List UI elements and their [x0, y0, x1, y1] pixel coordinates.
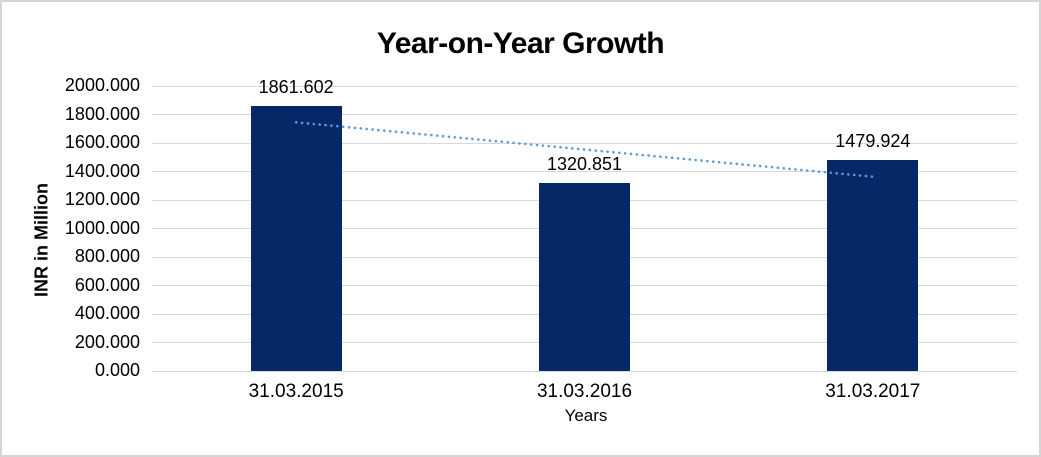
y-axis-tick-label: 1600.000 — [64, 132, 140, 152]
chart-title: Year-on-Year Growth — [376, 27, 665, 60]
y-axis-tick-label: 1400.000 — [64, 160, 140, 181]
trendline — [294, 121, 875, 179]
bar — [827, 160, 919, 371]
y-axis-tick-label: 0.000 — [94, 360, 140, 380]
y-axis-tick-label: 800.000 — [74, 246, 140, 266]
y-axis-tick-label: 600.000 — [74, 274, 140, 295]
plot-area: 1861.602 1320.851 1479.924 — [152, 77, 1017, 372]
bar-data-label: 1861.602 — [258, 76, 334, 97]
x-axis-tick-label: 31.03.2015 — [248, 381, 344, 402]
x-axis-tick-label: 31.03.2017 — [825, 381, 921, 402]
gridline — [152, 85, 1017, 87]
gridline — [152, 370, 1017, 372]
y-axis-tick-label: 1000.000 — [64, 217, 140, 238]
bar-data-label: 1479.924 — [835, 131, 911, 152]
y-axis-tick-label: 400.000 — [74, 303, 140, 323]
bar — [539, 182, 630, 371]
bar — [250, 105, 342, 371]
y-axis-tick-label: 2000.000 — [64, 75, 140, 95]
y-axis-tick-label: 1200.000 — [64, 189, 140, 209]
y-axis-tick-label: 200.000 — [74, 331, 140, 352]
gridline — [152, 171, 1017, 172]
bar-data-label: 1320.851 — [546, 153, 623, 174]
gridline — [152, 142, 1017, 144]
x-axis-title: Years — [564, 406, 608, 425]
x-axis-tick-label: 31.03.2016 — [536, 381, 633, 402]
y-axis-tick-label: 1800.000 — [64, 103, 140, 124]
gridline — [152, 114, 1017, 115]
